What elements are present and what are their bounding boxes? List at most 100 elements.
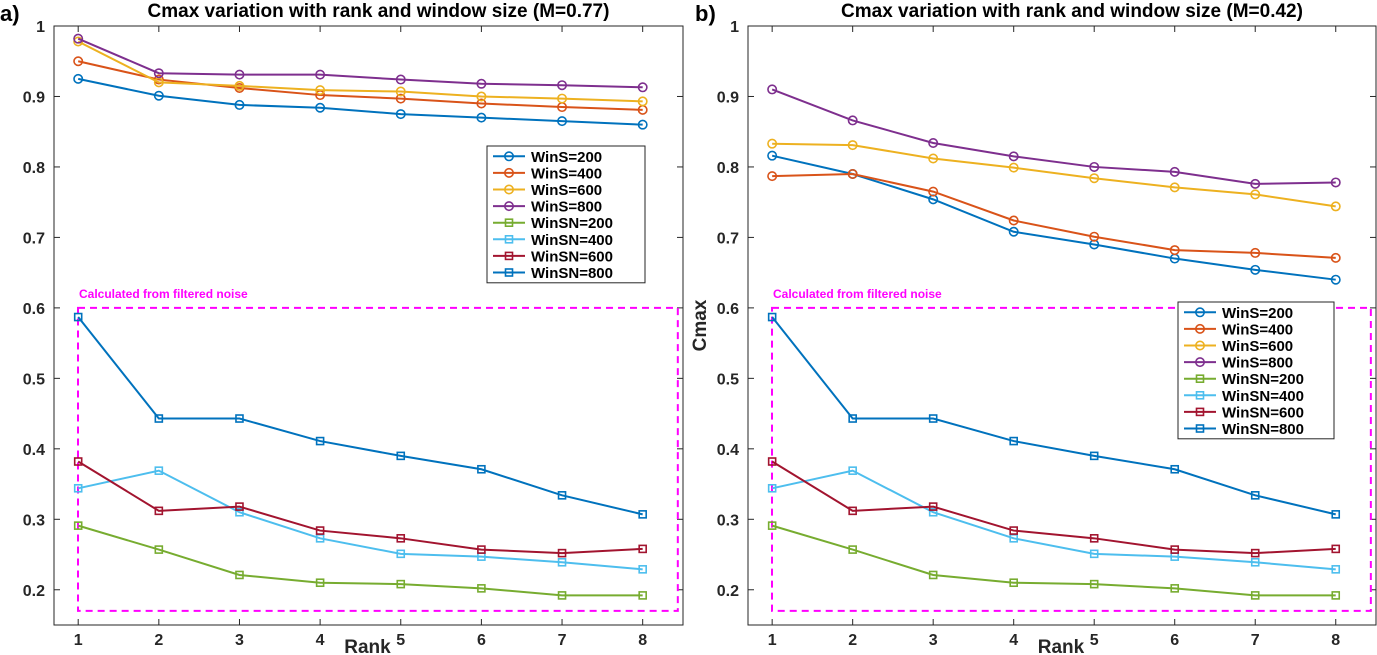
- data-point: [1250, 178, 1261, 189]
- data-point: [396, 579, 406, 589]
- chart-title: Cmax variation with rank and window size…: [148, 1, 610, 22]
- x-tick-label: 6: [1170, 632, 1179, 649]
- legend-item: WinS=600: [493, 182, 602, 199]
- data-point: [848, 506, 857, 516]
- data-point: [73, 312, 83, 322]
- series-line: [77, 469, 643, 571]
- x-tick-label: 4: [1009, 632, 1018, 649]
- series-line: [772, 142, 1336, 208]
- x-tick-label: 8: [1331, 632, 1340, 649]
- y-tick-label: 0.4: [717, 442, 739, 459]
- legend-item: WinS=400: [1184, 321, 1293, 338]
- data-point: [1330, 252, 1341, 263]
- data-point: [477, 545, 486, 554]
- data-point: [928, 153, 939, 164]
- legend-label: WinS=200: [531, 149, 602, 166]
- series-winsn-400: [767, 466, 1341, 574]
- series-line: [771, 154, 1336, 281]
- data-point: [557, 591, 567, 600]
- data-point: [395, 74, 406, 85]
- legend-marker: [1195, 424, 1205, 433]
- data-point: [1089, 173, 1100, 184]
- data-point: [1170, 464, 1180, 474]
- y-tick-label: 1: [730, 19, 739, 36]
- data-point: [1250, 189, 1261, 200]
- legend-marker: [504, 268, 514, 277]
- series-winsn-600: [767, 457, 1341, 558]
- data-point: [928, 502, 938, 511]
- series-winsn-600: [73, 457, 647, 558]
- data-point: [153, 68, 164, 79]
- data-point: [315, 578, 325, 588]
- data-point: [557, 93, 568, 104]
- data-point: [1089, 534, 1099, 543]
- data-point: [1330, 177, 1341, 188]
- data-point: [848, 414, 857, 423]
- legend-item: WinSN=800: [493, 265, 613, 282]
- data-point: [315, 69, 326, 80]
- data-point: [847, 168, 858, 179]
- legend-marker: [503, 151, 514, 162]
- y-tick-label: 0.6: [717, 301, 739, 318]
- y-tick-label: 0.7: [717, 230, 739, 247]
- data-point: [315, 85, 326, 96]
- series-wins-600: [767, 138, 1341, 212]
- legend: WinS=200WinS=400WinS=600WinS=800WinSN=20…: [486, 145, 646, 284]
- series-wins-800: [767, 84, 1341, 189]
- legend-item: WinSN=800: [1184, 421, 1304, 438]
- data-point: [73, 521, 83, 530]
- data-point: [557, 116, 568, 127]
- data-point: [1169, 245, 1180, 256]
- panel-label: b): [695, 1, 716, 26]
- x-tick-label: 7: [1251, 632, 1260, 649]
- data-point: [395, 93, 406, 104]
- data-point: [638, 510, 647, 519]
- y-tick-label: 0.2: [23, 583, 45, 600]
- data-point: [637, 82, 648, 93]
- series-line: [77, 460, 643, 555]
- x-tick-label: 3: [929, 632, 938, 649]
- data-point: [396, 534, 406, 543]
- y-tick-label: 0.5: [23, 371, 45, 388]
- data-point: [557, 557, 567, 567]
- data-point: [476, 112, 487, 123]
- legend-label: WinSN=600: [1222, 404, 1304, 421]
- series-line: [77, 40, 643, 103]
- plot-frame: [53, 25, 684, 626]
- data-point: [1089, 549, 1099, 559]
- series-line: [771, 469, 1336, 571]
- series-winsn-200: [767, 521, 1341, 600]
- series-winsn-800: [73, 312, 647, 519]
- x-tick-label: 4: [316, 632, 325, 649]
- legend-label: WinSN=200: [531, 215, 613, 232]
- data-point: [73, 33, 84, 44]
- series-line: [77, 316, 643, 516]
- data-point: [234, 99, 245, 110]
- data-point: [1008, 226, 1019, 237]
- data-point: [928, 570, 938, 580]
- data-point: [767, 521, 777, 530]
- annotation-box: [77, 306, 679, 612]
- series-wins-400: [767, 168, 1341, 263]
- legend-item: WinS=600: [1184, 338, 1293, 355]
- legend-marker: [1195, 357, 1206, 368]
- y-tick-label: 0.7: [23, 230, 45, 247]
- data-point: [235, 507, 244, 517]
- legend-item: WinSN=200: [493, 215, 613, 232]
- legend-marker: [1195, 390, 1205, 400]
- y-tick-label: 0.8: [23, 160, 45, 177]
- legend-label: WinSN=400: [1222, 388, 1304, 405]
- y-tick-label: 0.3: [23, 512, 45, 529]
- data-point: [1250, 264, 1261, 275]
- data-point: [638, 565, 647, 574]
- data-point: [154, 545, 164, 554]
- data-point: [1008, 151, 1019, 162]
- legend: WinS=200WinS=400WinS=600WinS=800WinSN=20…: [1177, 301, 1335, 440]
- data-point: [928, 186, 939, 197]
- series-line: [771, 524, 1336, 597]
- y-axis-label: Cmax: [690, 299, 711, 351]
- data-point: [1089, 579, 1099, 589]
- x-tick-label: 7: [558, 632, 567, 649]
- data-point: [1250, 591, 1260, 600]
- legend-item: WinSN=200: [1184, 371, 1304, 388]
